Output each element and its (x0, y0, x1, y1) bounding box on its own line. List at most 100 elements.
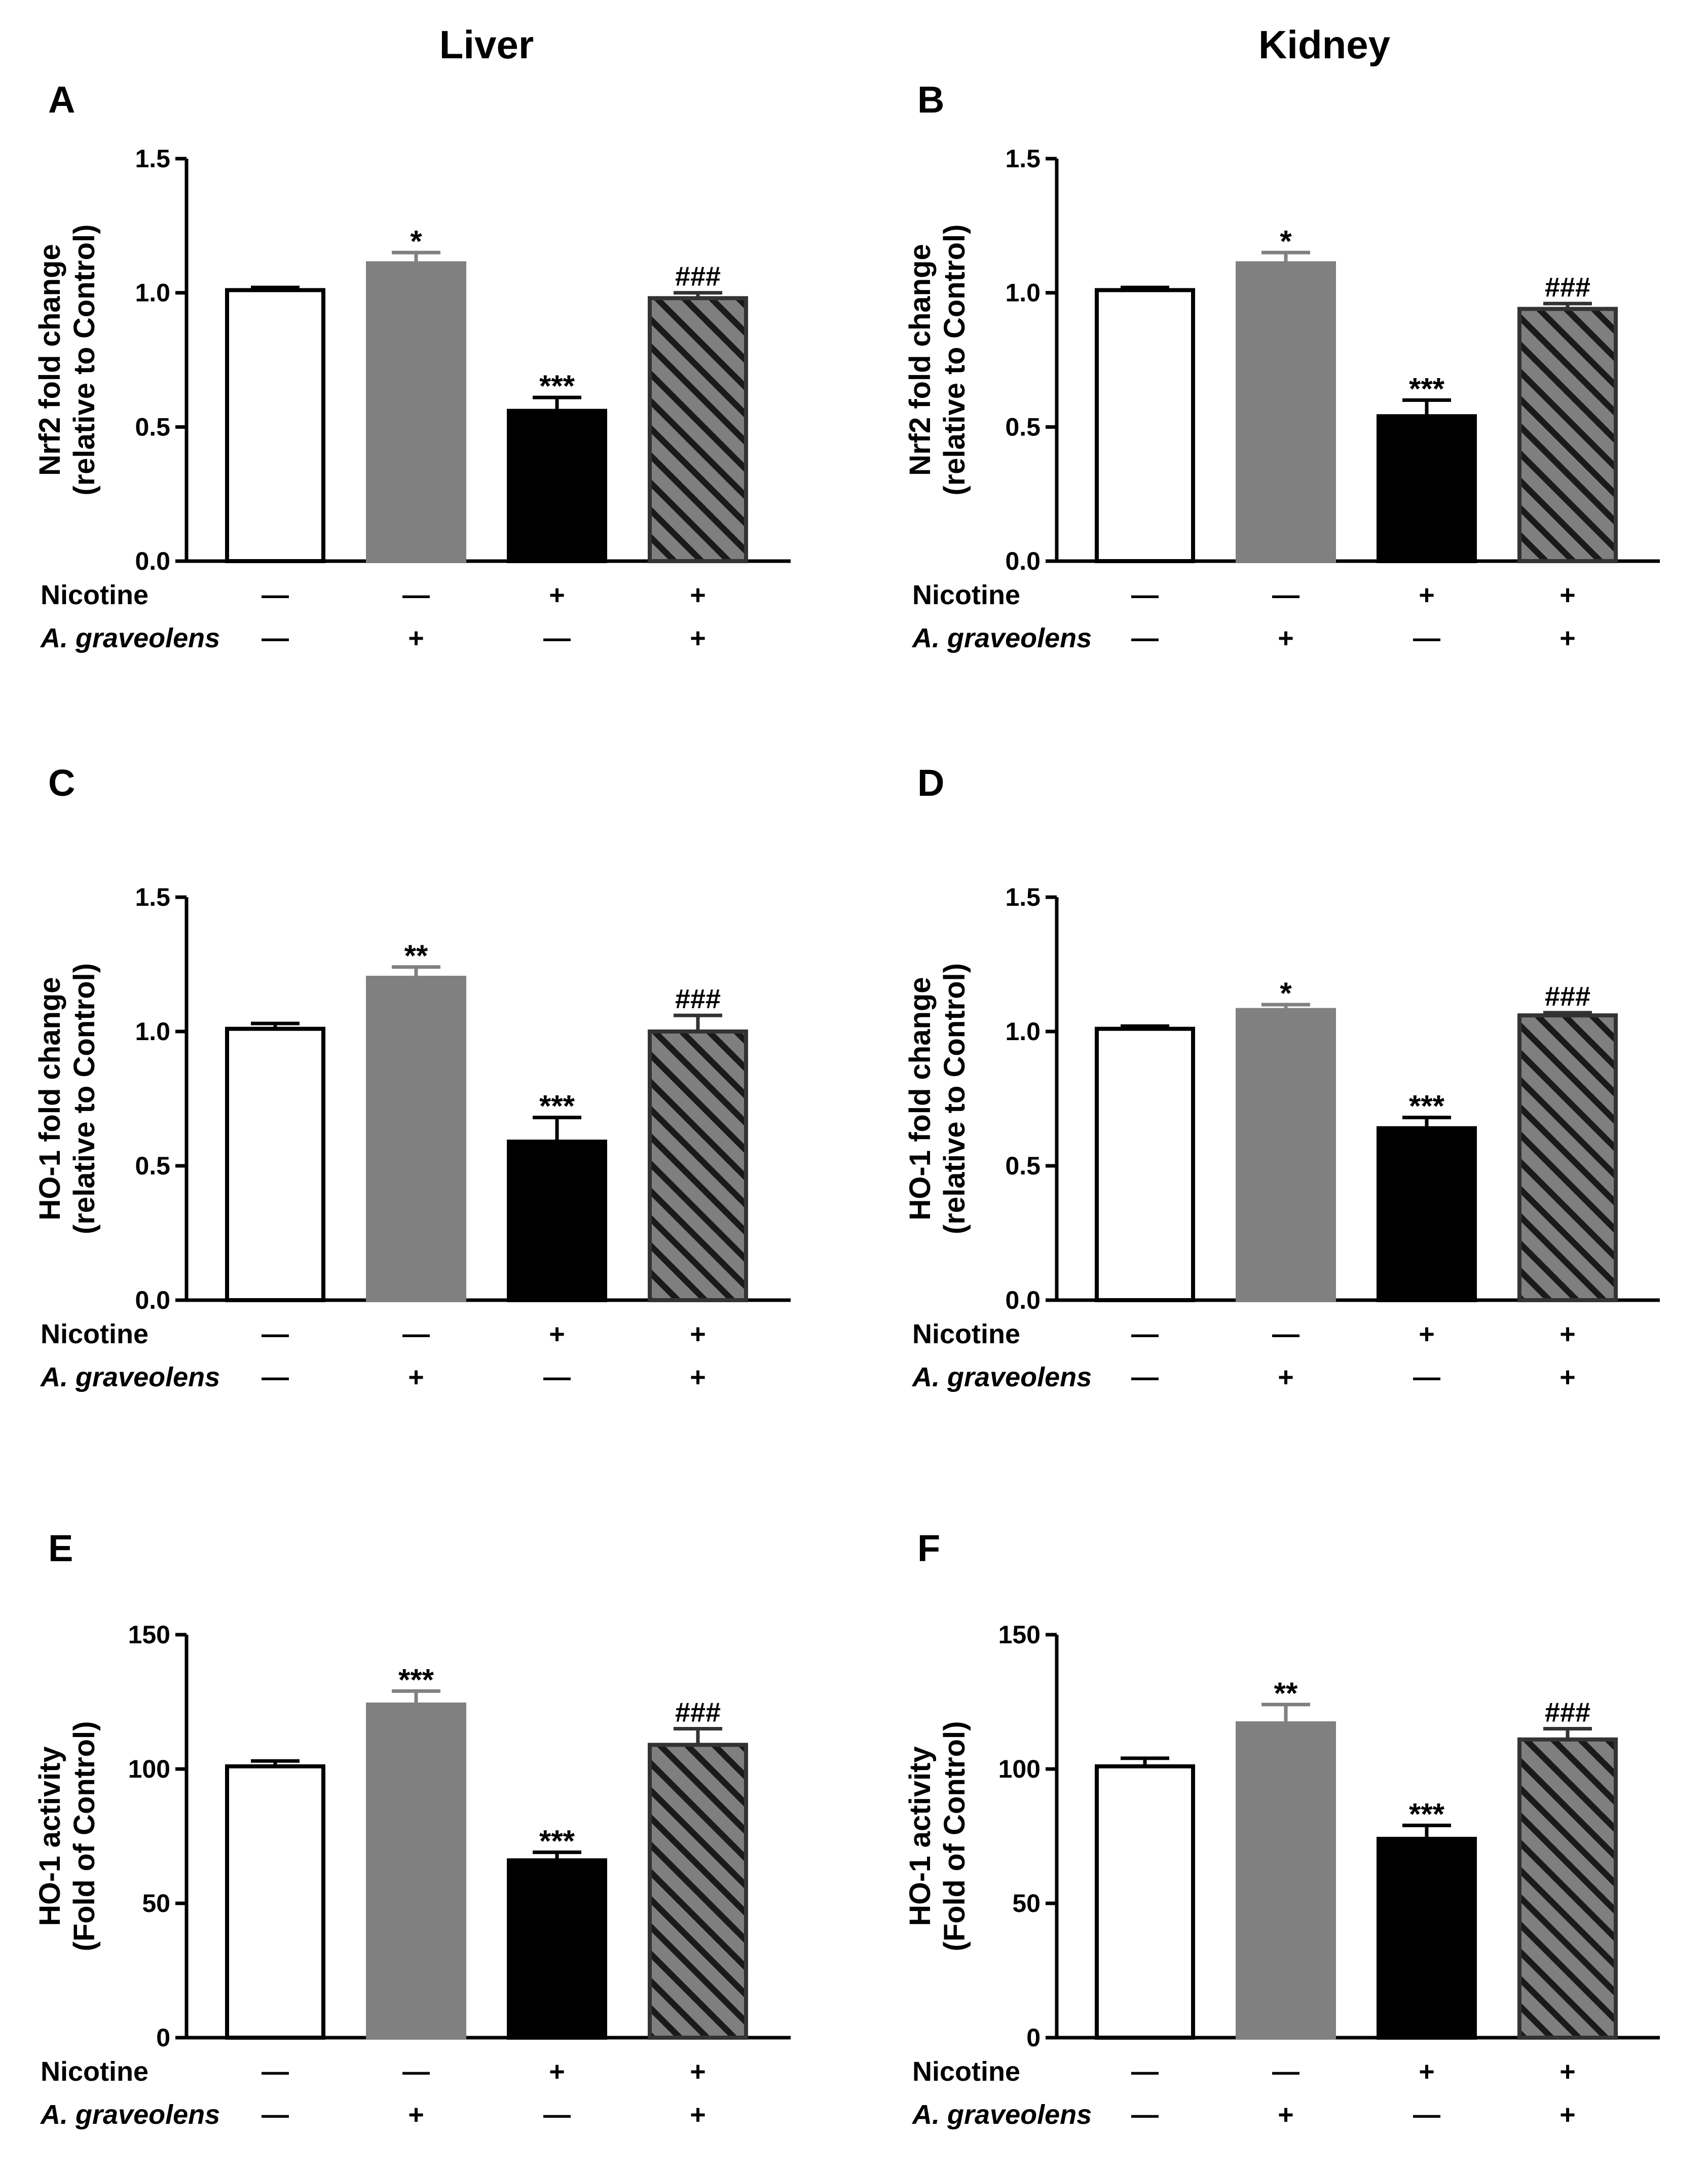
significance-label: *** (539, 1824, 575, 1858)
significance-label: *** (398, 1663, 434, 1697)
significance-label: *** (1409, 1797, 1445, 1831)
y-tick-label: 1.5 (1005, 144, 1041, 173)
treatment-symbol: + (549, 1319, 565, 1349)
treatment-symbol: + (408, 1362, 424, 1392)
bar-4 (1517, 1013, 1618, 1302)
bar-4 (648, 1743, 748, 2040)
significance-label: ### (675, 984, 721, 1014)
bar-2 (366, 1702, 466, 2040)
bar-2 (366, 976, 466, 1302)
y-tick-label: 100 (998, 1755, 1041, 1783)
treatment-symbol: + (549, 580, 565, 610)
bar-4 (648, 296, 748, 563)
treatment-symbol: — (262, 623, 289, 653)
treatment-symbol: — (402, 2056, 430, 2087)
treatment-symbol: — (1131, 623, 1159, 653)
significance-label: *** (539, 1089, 575, 1123)
treatment-symbol: + (1419, 2056, 1435, 2087)
treatment-symbol: — (543, 2100, 571, 2130)
significance-label: ### (1545, 1698, 1590, 1728)
treatment-symbol: + (690, 580, 706, 610)
treatment-symbol: — (1413, 623, 1440, 653)
significance-label: ### (1545, 272, 1590, 303)
bar-1 (1095, 288, 1195, 563)
y-tick-label: 150 (128, 1620, 170, 1649)
y-axis-label-line: (Fold of Control) (68, 1721, 101, 1951)
treatment-symbol: — (262, 2100, 289, 2130)
bar-1 (225, 1764, 325, 2040)
y-axis-label-line: HO-1 activity (33, 1746, 66, 1926)
treatment-symbol: + (1419, 580, 1435, 610)
column-title-kidney: Kidney (1258, 22, 1390, 67)
y-axis-label-line: (Fold of Control) (938, 1721, 971, 1951)
y-tick-label: 0.0 (135, 547, 170, 575)
treatment-symbol: — (402, 1319, 430, 1349)
y-axis-label-line: (relative to Control) (68, 963, 101, 1234)
treatment-symbol: + (1560, 1319, 1576, 1349)
y-axis-label: HO-1 activity(Fold of Control) (33, 1721, 101, 1951)
treatment-symbol: + (408, 2100, 424, 2130)
treatment-symbol: — (1131, 2100, 1159, 2130)
treatment-symbol: — (1131, 1319, 1159, 1349)
treatment-symbol: + (1278, 2100, 1294, 2130)
panel-label: F (917, 1527, 940, 1569)
chart-panel-f: F HO-1 activity(Fold of Control) 0 50 100 150… (904, 1527, 1660, 2130)
y-axis-label-line: (relative to Control) (938, 963, 971, 1234)
bar-3 (1377, 1836, 1477, 2040)
y-axis-label: Nrf2 fold change(relative to Control) (33, 225, 101, 496)
treatment-symbol: + (1419, 1319, 1435, 1349)
treatment-symbol: — (1131, 2056, 1159, 2087)
significance-label: *** (539, 369, 575, 403)
significance-label: ### (1545, 981, 1590, 1012)
bar-3 (507, 1858, 607, 2040)
y-tick-label: 0.5 (135, 413, 170, 441)
treatment-row-label: Nicotine (41, 2056, 148, 2087)
bar-2 (1236, 261, 1336, 563)
significance-label: * (1280, 976, 1292, 1010)
y-tick-label: 1.5 (1005, 883, 1041, 911)
treatment-symbol: + (690, 1319, 706, 1349)
treatment-symbol: — (1272, 580, 1299, 610)
y-axis-label-line: HO-1 fold change (33, 977, 66, 1220)
treatment-symbol: + (1560, 623, 1576, 653)
treatment-symbol: + (549, 2056, 565, 2087)
treatment-row-label: Nicotine (41, 1319, 148, 1349)
treatment-row-label: A. graveolens (40, 623, 220, 653)
y-tick-label: 1.5 (135, 144, 170, 173)
treatment-symbol: + (690, 2056, 706, 2087)
bar-4 (648, 1029, 748, 1302)
chart-panel-d: D HO-1 fold change(relative to Control) 0.… (904, 762, 1660, 1392)
bar-3 (1377, 1126, 1477, 1303)
bar-3 (1377, 414, 1477, 563)
y-axis-label-line: HO-1 fold change (904, 977, 937, 1220)
y-tick-label: 1.5 (135, 883, 170, 911)
treatment-symbol: — (262, 1362, 289, 1392)
treatment-symbol: + (1560, 2100, 1576, 2130)
treatment-symbol: — (1413, 2100, 1440, 2130)
treatment-symbol: — (543, 1362, 571, 1392)
y-tick-label: 0.5 (1005, 1152, 1041, 1180)
y-axis-label-line: (relative to Control) (938, 225, 971, 496)
panel-label: A (48, 79, 75, 121)
treatment-symbol: — (1131, 580, 1159, 610)
panel-label: D (917, 762, 944, 804)
bar-2 (366, 261, 466, 563)
bar-1 (225, 288, 325, 563)
significance-label: *** (1409, 372, 1445, 406)
treatment-symbol: + (1560, 1362, 1576, 1392)
column-title-liver: Liver (439, 22, 534, 67)
y-tick-label: 0.5 (1005, 413, 1041, 441)
y-tick-label: 1.0 (135, 279, 170, 307)
significance-label: ### (675, 1698, 721, 1728)
treatment-symbol: — (402, 580, 430, 610)
treatment-row-label: A. graveolens (40, 2100, 220, 2130)
y-axis-label-line: Nrf2 fold change (904, 244, 937, 476)
treatment-symbol: — (262, 1319, 289, 1349)
y-axis-label: HO-1 fold change(relative to Control) (904, 963, 971, 1234)
y-tick-label: 50 (1012, 1889, 1041, 1918)
chart-panel-b: B Nrf2 fold change(relative to Control) 0.… (904, 79, 1660, 653)
chart-panel-e: E HO-1 activity(Fold of Control) 0 50 100 150… (33, 1527, 791, 2130)
y-tick-label: 0.5 (135, 1152, 170, 1180)
bar-2 (1236, 1008, 1336, 1302)
